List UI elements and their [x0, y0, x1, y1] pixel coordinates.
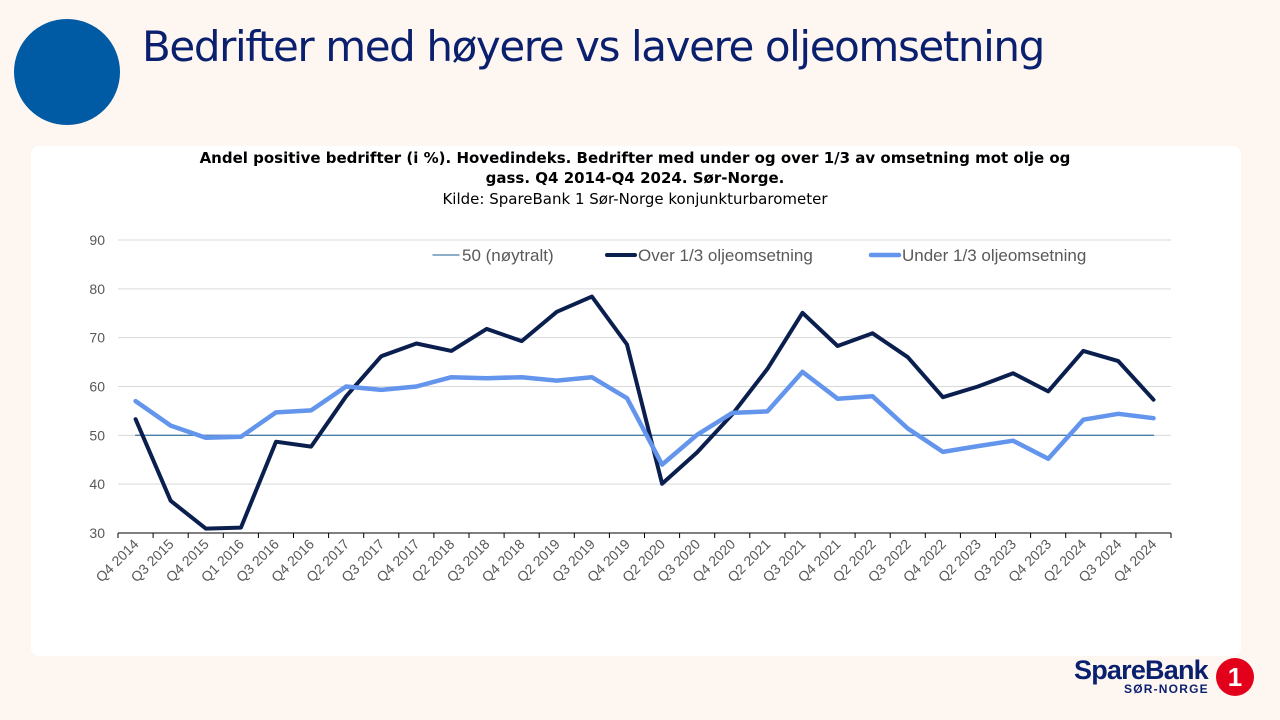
y-tick-label-40: 40	[89, 476, 105, 492]
series-line-over	[133, 294, 1156, 531]
legend-label-0: 50 (nøytralt)	[462, 246, 554, 265]
legend-label-2: Under 1/3 oljeomsetning	[902, 246, 1086, 265]
logo-badge-icon: 1	[1216, 658, 1254, 696]
y-tick-label-60: 60	[89, 379, 105, 395]
sparebank-logo: SpareBank SØR-NORGE 1	[1074, 655, 1264, 701]
chart-title: Andel positive bedrifter (i %). Hovedind…	[199, 149, 1071, 187]
slide-title: Bedrifter med høyere vs lavere oljeomset…	[142, 22, 1045, 71]
logo-wordmark: SpareBank	[1074, 655, 1209, 685]
y-tick-label-80: 80	[89, 281, 105, 297]
y-tick-label-70: 70	[89, 330, 105, 346]
y-tick-label-90: 90	[89, 232, 105, 248]
logo-badge-text: 1	[1228, 662, 1242, 692]
legend-label-1: Over 1/3 oljeomsetning	[638, 246, 813, 265]
chart-source: Kilde: SpareBank 1 Sør-Norge konjunkturb…	[442, 190, 828, 208]
y-tick-label-50: 50	[89, 427, 105, 443]
y-tick-label-30: 30	[89, 525, 105, 541]
chart-card	[31, 146, 1241, 656]
decorative-circle	[14, 19, 120, 125]
series-line-under	[133, 369, 1156, 467]
logo-subtitle: SØR-NORGE	[1124, 682, 1209, 696]
